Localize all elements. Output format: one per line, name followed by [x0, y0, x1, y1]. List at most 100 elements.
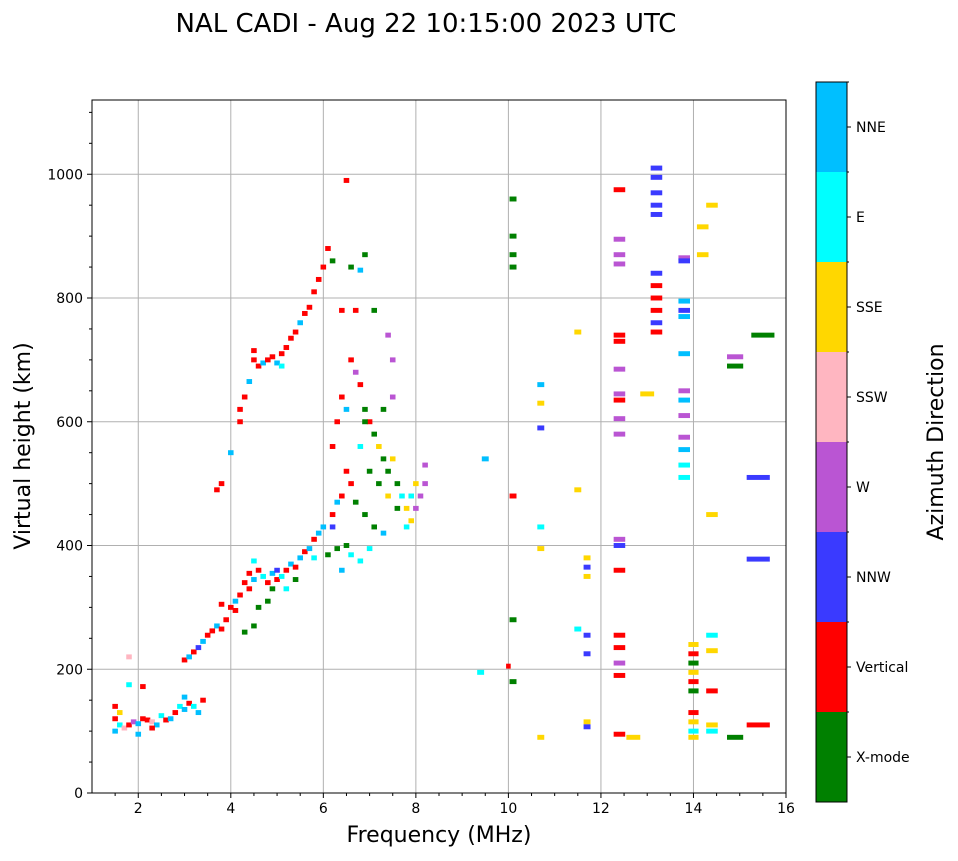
echo-point-e	[116, 722, 123, 728]
echo-point-sse	[537, 734, 545, 740]
echo-point-vertical	[283, 567, 290, 573]
x-tick-label: 4	[226, 801, 235, 817]
echo-point-w	[613, 366, 626, 372]
echo-point-nne	[274, 360, 280, 366]
echo-point-x-mode	[509, 233, 517, 239]
echo-point-vertical	[288, 335, 294, 341]
echo-point-vertical	[613, 567, 626, 573]
echo-point-vertical	[334, 419, 340, 425]
echo-point-vertical	[163, 717, 169, 723]
echo-point-vertical	[241, 580, 248, 586]
colorbar-frame	[815, 81, 848, 803]
echo-point-w	[352, 369, 359, 375]
echo-point-vertical	[265, 580, 271, 586]
echo-point-vertical	[191, 649, 197, 655]
echo-point-sse	[116, 710, 123, 716]
echo-point-x-mode	[366, 468, 373, 474]
echo-point-x-mode	[376, 481, 382, 487]
echo-point-nne	[357, 267, 364, 273]
echo-point-sse	[688, 642, 699, 647]
echo-point-vertical	[172, 710, 179, 716]
echo-point-vertical	[292, 564, 299, 570]
echo-point-vertical	[140, 716, 146, 722]
echo-point-nne	[181, 694, 188, 700]
echo-point-nnw	[678, 307, 690, 313]
y-tick-label: 400	[56, 539, 83, 555]
echo-point-sse	[696, 252, 709, 258]
echo-point-vertical	[200, 697, 206, 703]
echo-point-nne	[195, 710, 202, 716]
echo-point-vertical	[506, 663, 511, 669]
echo-point-e	[357, 558, 364, 564]
echo-point-vertical	[315, 276, 322, 282]
echo-point-w	[422, 481, 428, 487]
echo-point-e	[678, 474, 690, 480]
echo-point-x-mode	[348, 264, 354, 270]
echo-point-x-mode	[380, 456, 387, 462]
echo-point-vertical	[237, 592, 243, 598]
echo-point-nnw	[613, 543, 626, 548]
echo-point-nnw	[650, 211, 663, 217]
echo-point-nnw	[583, 651, 591, 657]
echo-point-x-mode	[362, 252, 368, 258]
echo-point-vertical	[251, 348, 257, 354]
echo-point-e	[311, 555, 317, 561]
echo-point-nne	[380, 530, 387, 536]
echo-point-nne	[678, 298, 690, 304]
echo-point-nne	[200, 638, 206, 644]
echo-point-vertical	[613, 731, 626, 737]
echo-point-x-mode	[509, 617, 517, 623]
echo-point-nne	[297, 320, 303, 326]
y-tick-label: 1000	[47, 167, 83, 183]
echo-point-x-mode	[255, 604, 262, 610]
echo-point-ssw	[149, 719, 155, 725]
echo-point-sse	[403, 505, 410, 511]
echo-point-vertical	[144, 717, 151, 723]
echo-point-x-mode	[509, 252, 517, 258]
echo-point-nne	[537, 382, 545, 388]
echo-point-e	[126, 682, 132, 688]
echo-point-nne	[135, 721, 142, 727]
echo-point-vertical	[339, 394, 345, 400]
echo-point-vertical	[329, 512, 336, 518]
echo-point-x-mode	[394, 481, 401, 487]
echo-point-nne	[678, 314, 690, 320]
echo-point-e	[408, 493, 415, 499]
echo-point-vertical	[265, 357, 271, 363]
echo-point-nnw	[195, 645, 202, 651]
colorbar-swatch-w	[816, 442, 847, 532]
echo-point-e	[477, 669, 485, 675]
echo-point-e	[260, 573, 266, 579]
echo-point-nne	[181, 706, 188, 712]
echo-point-e	[688, 728, 699, 734]
axis-ticks: 2 4 6 8 10 12 14 16 0 200 400 600 800 1000	[47, 111, 795, 817]
echo-point-vertical	[218, 481, 225, 487]
echo-point-vertical	[348, 357, 354, 363]
echo-point-nne	[228, 450, 234, 456]
echo-point-sse	[706, 202, 718, 208]
echo-point-sse	[688, 669, 699, 675]
echo-point-x-mode	[371, 524, 378, 530]
echo-point-nnw	[650, 320, 663, 326]
echo-point-nne	[678, 397, 690, 403]
echo-point-nne	[232, 598, 239, 604]
x-tick-label: 14	[685, 801, 703, 817]
echo-point-x-mode	[727, 363, 744, 369]
echo-point-vertical	[688, 679, 699, 685]
echo-point-vertical	[292, 329, 299, 335]
echo-point-sse	[385, 493, 391, 499]
echo-point-w	[613, 236, 626, 242]
echo-point-e	[158, 713, 165, 719]
echo-point-x-mode	[343, 543, 350, 548]
echo-point-nnw	[583, 724, 591, 730]
echo-point-vertical	[278, 351, 285, 357]
colorbar-swatch-nnw	[816, 532, 847, 622]
echo-point-nne	[153, 722, 160, 728]
echo-point-e	[278, 573, 285, 579]
echo-point-x-mode	[362, 406, 368, 412]
echo-point-vertical	[269, 354, 276, 360]
echo-point-x-mode	[380, 406, 387, 412]
echo-point-sse	[376, 444, 382, 449]
echo-point-nne	[320, 524, 327, 530]
echo-point-sse	[583, 555, 591, 561]
